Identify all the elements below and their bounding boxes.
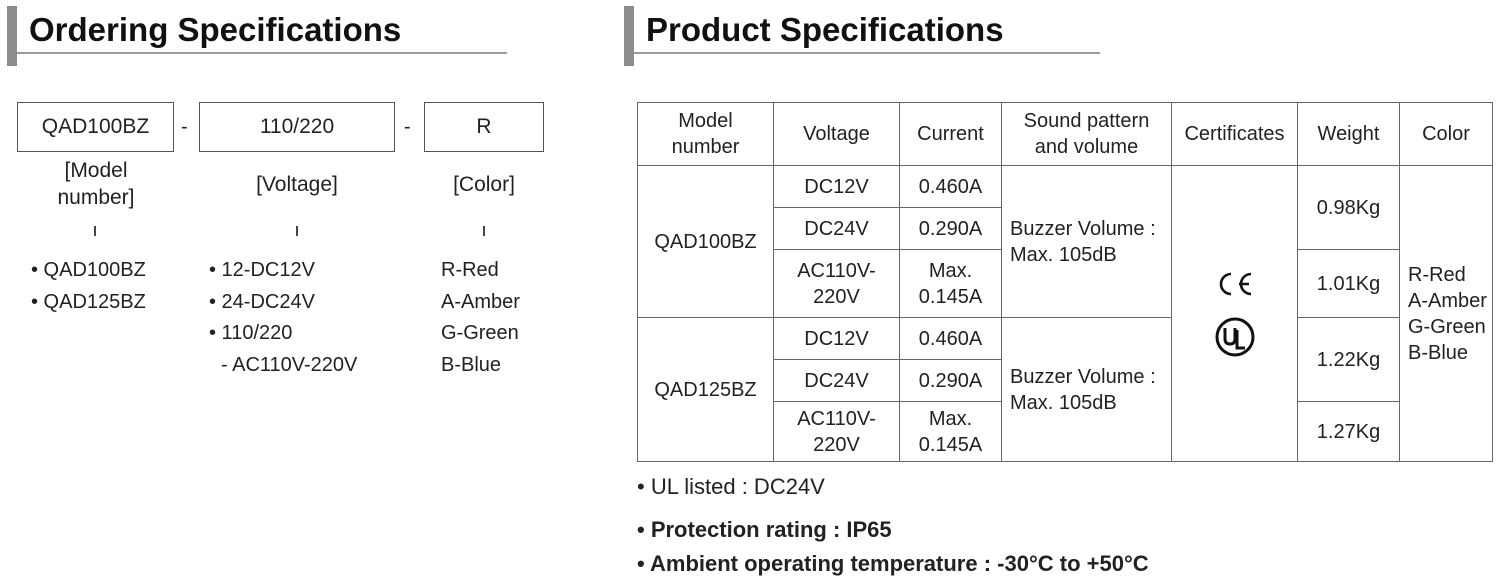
code-separator: - bbox=[181, 116, 188, 138]
ce-mark-icon bbox=[1219, 272, 1251, 295]
code-separator: - bbox=[404, 116, 411, 138]
list-item: • 110/220 bbox=[209, 322, 293, 344]
voltage-options: • 12-DC12V • 24-DC24V • 110/220 - AC110V… bbox=[209, 255, 357, 381]
current-cell: Max. 0.145A bbox=[899, 401, 1002, 462]
tick-mark bbox=[94, 226, 96, 236]
list-item: B-Blue bbox=[1408, 341, 1469, 364]
header-model-number: Model number bbox=[637, 102, 774, 166]
product-title: Product Specifications bbox=[646, 11, 1004, 48]
table-row: DC24V 0.290A bbox=[638, 207, 1493, 250]
heading-bar bbox=[7, 6, 17, 66]
note-ul-listed: • UL listed : DC24V bbox=[637, 474, 825, 499]
current-cell: 0.460A bbox=[899, 317, 1002, 360]
certificates-cell bbox=[1171, 165, 1298, 462]
heading-rule bbox=[634, 52, 1100, 54]
header-sound: Sound pattern and volume bbox=[1001, 102, 1172, 166]
voltage-cell: DC24V bbox=[773, 207, 900, 250]
ordering-title: Ordering Specifications bbox=[29, 11, 402, 48]
product-spec-table: Model number Voltage Current Sound patte… bbox=[637, 102, 1493, 462]
list-item: • 12-DC12V bbox=[209, 259, 315, 281]
list-item: G-Green bbox=[1408, 315, 1486, 338]
weight-cell: 0.98Kg bbox=[1297, 165, 1400, 250]
header-color: Color bbox=[1399, 102, 1493, 166]
voltage-cell: DC12V bbox=[773, 165, 900, 208]
heading-rule bbox=[17, 52, 507, 54]
current-cell: 0.290A bbox=[899, 207, 1002, 250]
color-options: R-Red A-Amber G-Green B-Blue bbox=[441, 255, 520, 381]
weight-cell: 1.01Kg bbox=[1297, 249, 1400, 318]
list-item: - AC110V-220V bbox=[221, 353, 358, 376]
table-row: DC24V 0.290A bbox=[638, 359, 1493, 402]
voltage-cell: AC110V-220V bbox=[773, 401, 900, 462]
code-box-model: QAD100BZ bbox=[17, 102, 174, 152]
header-current: Current bbox=[899, 102, 1002, 166]
list-item: A-Amber bbox=[1408, 289, 1487, 312]
model-options: • QAD100BZ • QAD125BZ bbox=[31, 255, 146, 318]
list-item: • 24-DC24V bbox=[209, 290, 315, 313]
current-cell: 0.290A bbox=[899, 359, 1002, 402]
ul-mark-icon bbox=[1215, 317, 1254, 356]
table-header-row: Model number Voltage Current Sound patte… bbox=[637, 102, 1493, 166]
model-cell: QAD100BZ bbox=[637, 165, 774, 318]
header-voltage: Voltage bbox=[773, 102, 900, 166]
sound-cell: Buzzer Volume : Max. 105dB bbox=[1001, 165, 1172, 318]
list-item: • QAD100BZ bbox=[31, 259, 146, 281]
label-color: [Color] bbox=[453, 173, 515, 196]
label-voltage: [Voltage] bbox=[256, 173, 338, 196]
list-item: G-Green bbox=[441, 322, 519, 344]
model-cell: QAD125BZ bbox=[637, 317, 774, 462]
header-certificates: Certificates bbox=[1171, 102, 1298, 166]
list-item: R-Red bbox=[441, 259, 499, 281]
sound-cell: Buzzer Volume : Max. 105dB bbox=[1001, 317, 1172, 462]
current-cell: 0.460A bbox=[899, 165, 1002, 208]
voltage-cell: DC12V bbox=[773, 317, 900, 360]
ordering-heading: Ordering Specifications bbox=[7, 6, 507, 66]
list-item: B-Blue bbox=[441, 353, 502, 376]
heading-bar bbox=[624, 6, 634, 66]
list-item: • QAD125BZ bbox=[31, 290, 146, 313]
weight-cell: 1.27Kg bbox=[1297, 401, 1400, 462]
product-heading: Product Specifications bbox=[624, 6, 1104, 66]
current-cell: Max. 0.145A bbox=[899, 249, 1002, 318]
list-item: R-Red bbox=[1408, 263, 1466, 286]
color-cell: R-Red A-Amber G-Green B-Blue bbox=[1399, 165, 1493, 462]
label-model-number: [Model number] bbox=[57, 159, 135, 209]
code-box-voltage: 110/220 bbox=[199, 102, 395, 152]
header-weight: Weight bbox=[1297, 102, 1400, 166]
voltage-cell: AC110V-220V bbox=[773, 249, 900, 318]
table-row: AC110V-220V Max. 0.145A 1.01Kg bbox=[638, 249, 1493, 318]
table-row: QAD100BZ DC12V 0.460A Buzzer Volume : Ma… bbox=[637, 165, 1493, 462]
table-row: QAD125BZ DC12V 0.460A Buzzer Volume : Ma… bbox=[637, 317, 1493, 462]
table-row: AC110V-220V Max. 0.145A 1.27Kg bbox=[638, 401, 1493, 462]
note-protection-rating: • Protection rating : IP65 bbox=[637, 517, 892, 542]
list-item: A-Amber bbox=[441, 290, 520, 313]
tick-mark bbox=[296, 226, 298, 236]
tick-mark bbox=[483, 226, 485, 236]
voltage-cell: DC24V bbox=[773, 359, 900, 402]
note-ambient-temperature: • Ambient operating temperature : -30°C … bbox=[637, 551, 1149, 576]
weight-cell: 1.22Kg bbox=[1297, 317, 1400, 402]
code-box-color: R bbox=[424, 102, 544, 152]
